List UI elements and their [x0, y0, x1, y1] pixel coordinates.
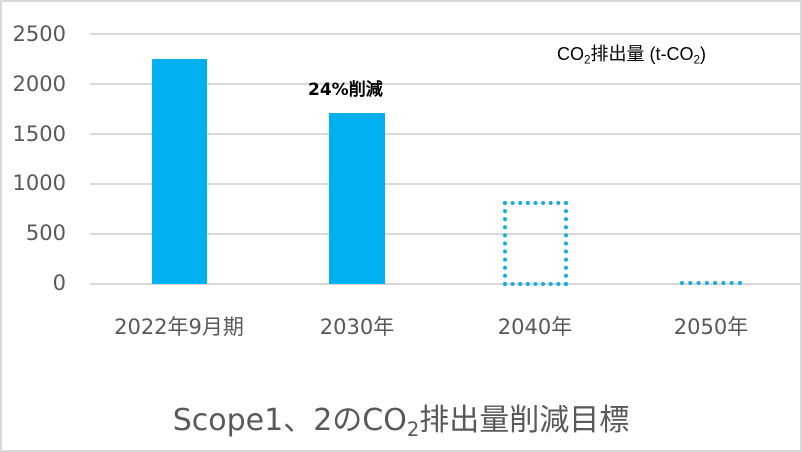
bar-2050-target	[680, 281, 742, 285]
x-label-2022: 2022年9月期	[114, 315, 244, 339]
reduction-annotation: 24%削減	[308, 80, 383, 100]
y-tick-1000: 1000	[12, 171, 66, 195]
x-label-2040: 2040年	[497, 315, 573, 339]
y-tick-2500: 2500	[12, 22, 66, 46]
baseline	[90, 283, 802, 285]
gridline	[90, 233, 802, 235]
title-text: Scope1、2のCO	[172, 403, 407, 438]
legend-subscript: 2	[693, 53, 701, 67]
bar-2030	[329, 113, 385, 284]
bar-2040-target	[503, 201, 568, 286]
y-tick-1500: 1500	[12, 122, 66, 146]
x-label-2030: 2030年	[319, 315, 395, 339]
legend-text: CO	[557, 44, 584, 64]
gridline	[90, 33, 802, 35]
chart-title: Scope1、2のCO2排出量削減目標	[0, 395, 802, 441]
y-tick-0: 0	[52, 271, 66, 295]
gridline	[90, 133, 802, 135]
bar-2022	[152, 59, 207, 284]
gridline	[90, 83, 802, 85]
y-tick-500: 500	[25, 221, 66, 245]
y-tick-2000: 2000	[12, 72, 66, 96]
series-label: CO2排出量 (t-CO2)	[557, 40, 706, 67]
title-text: 排出量削減目標	[419, 403, 630, 438]
legend-text: 排出量 (t-CO	[590, 44, 694, 64]
legend-subscript: 2	[584, 53, 591, 67]
x-label-2050: 2050年	[673, 315, 749, 339]
legend-text: )	[700, 44, 707, 64]
gridline	[90, 183, 802, 185]
title-subscript: 2	[406, 417, 420, 441]
